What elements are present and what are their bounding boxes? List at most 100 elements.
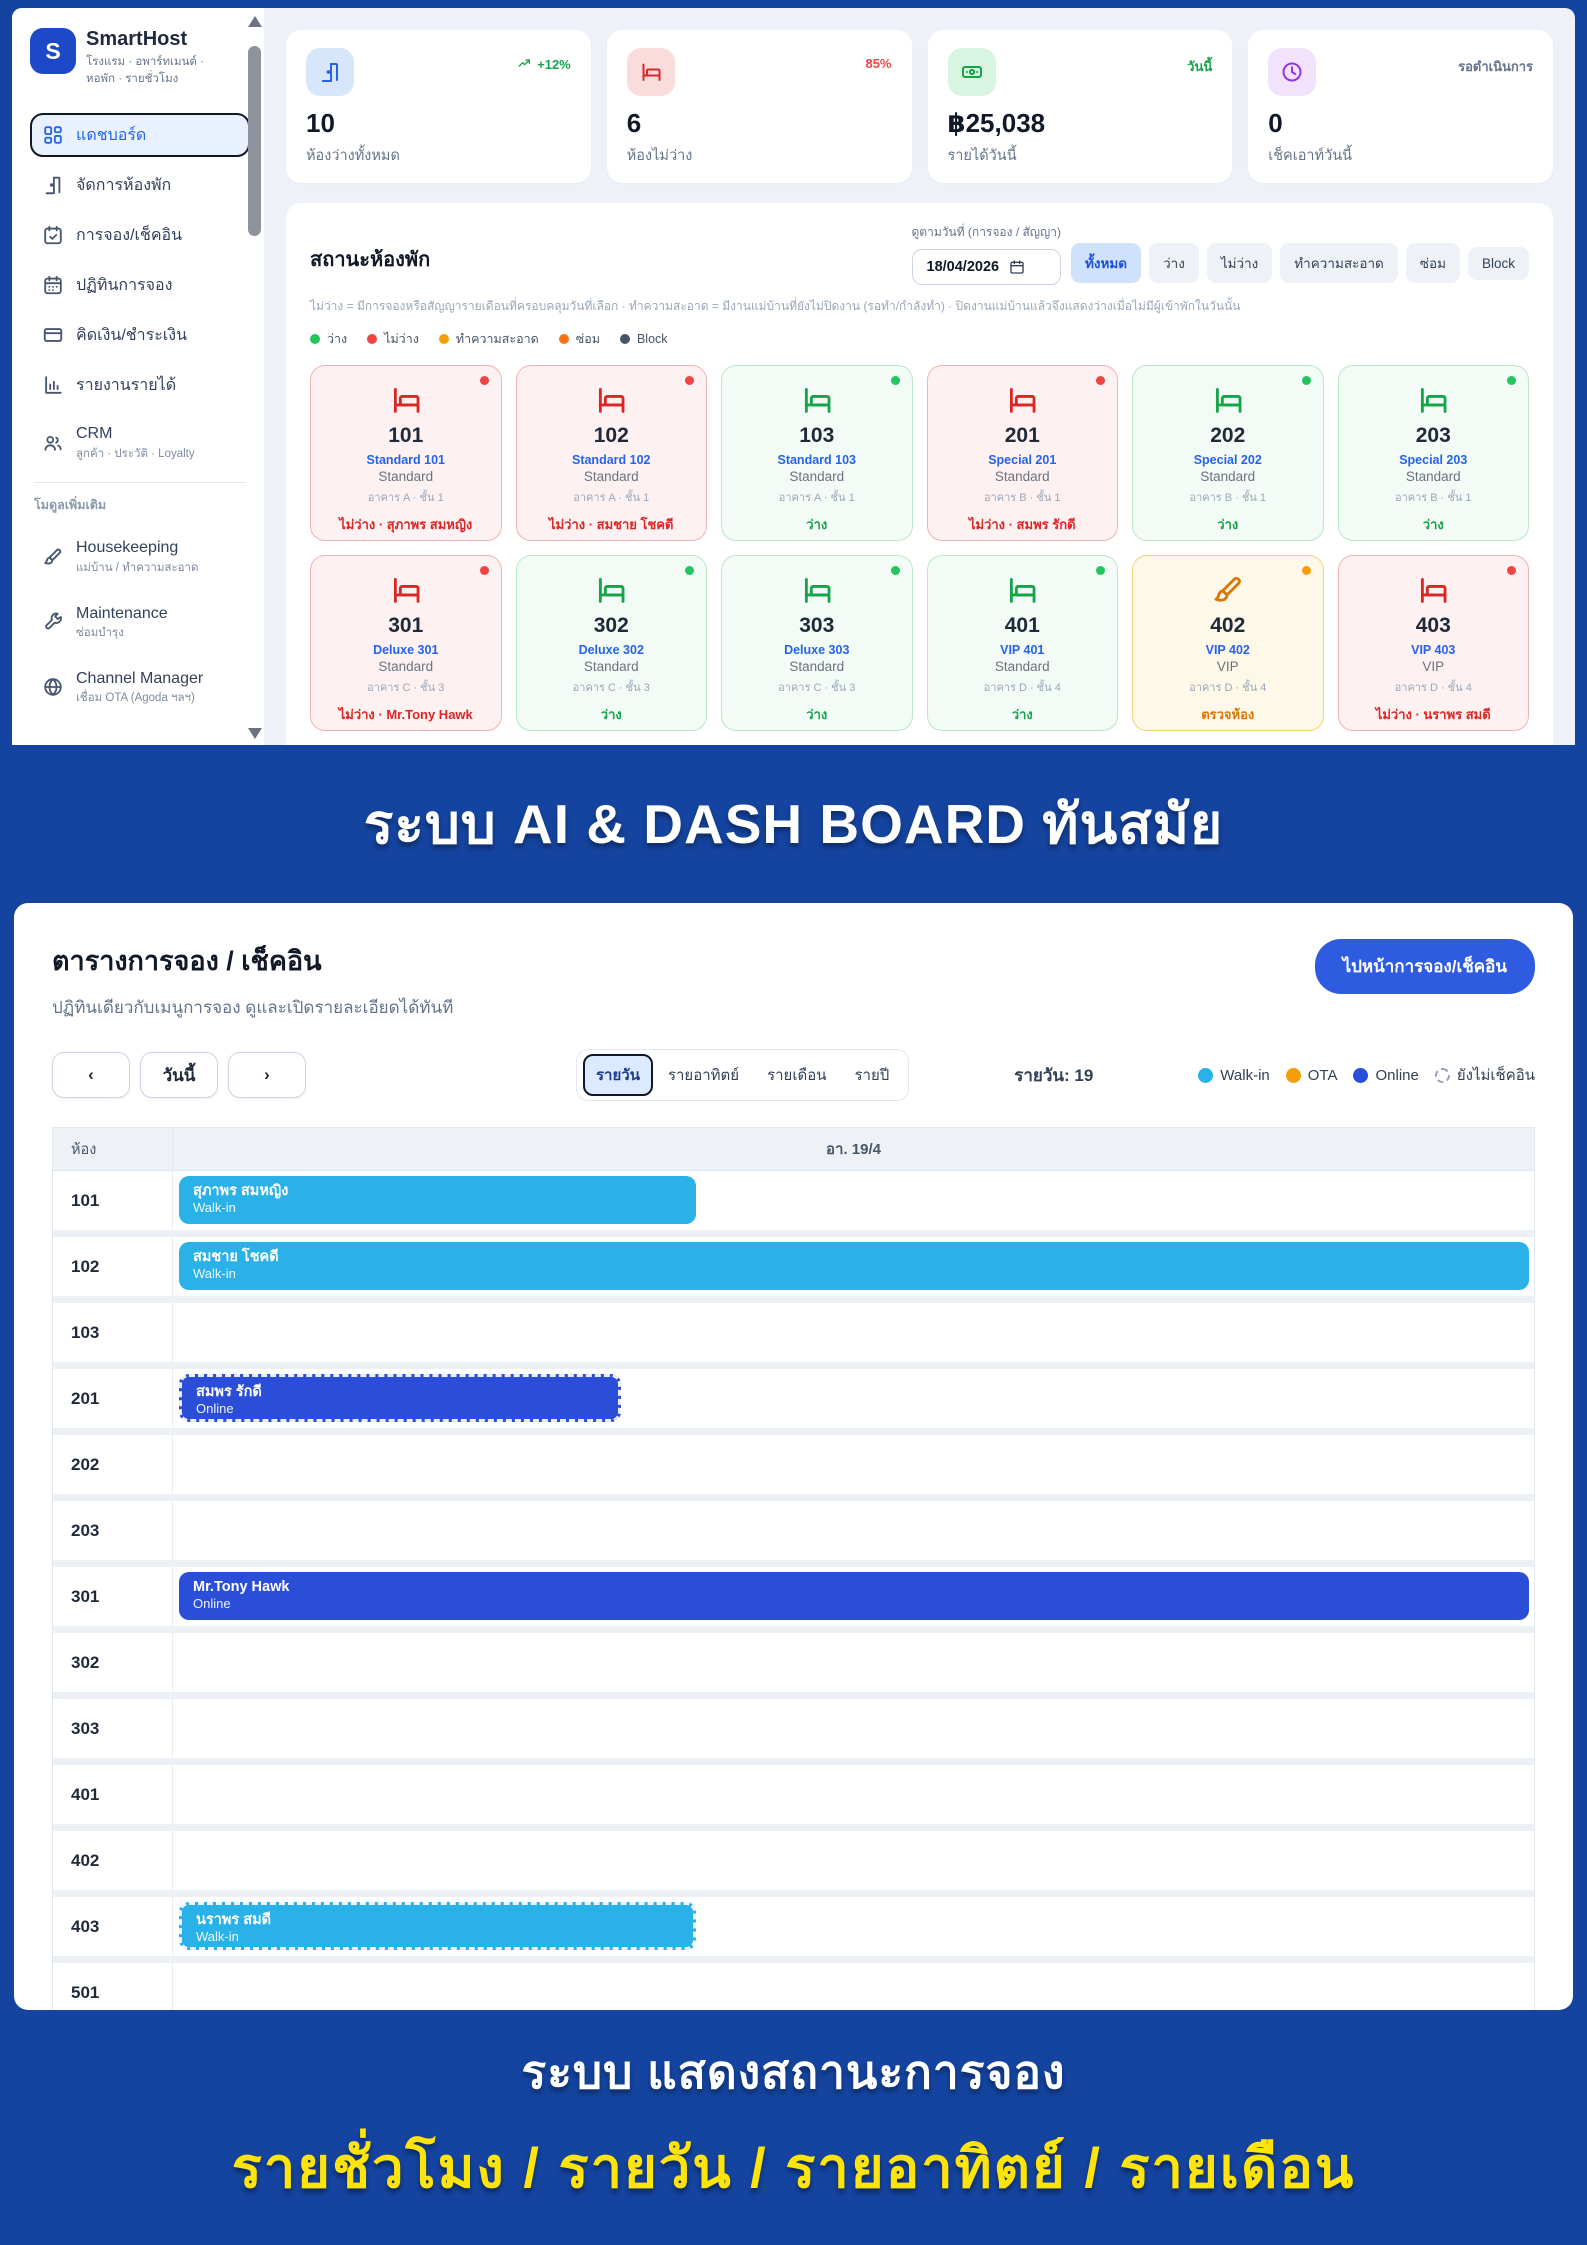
sidebar-item-4[interactable]: คิดเงิน/ชำระเงิน <box>30 313 250 357</box>
room-status-text: ว่าง <box>806 707 828 722</box>
tab-0[interactable]: รายวัน <box>583 1054 653 1096</box>
prev-day-button[interactable]: ‹ <box>52 1052 130 1098</box>
sidebar-item-2[interactable]: การจอง/เช็คอิน <box>30 213 250 257</box>
day-cell[interactable] <box>173 1765 1534 1824</box>
filter-chip-3[interactable]: ทำความสะอาด <box>1280 243 1398 283</box>
room-card-102[interactable]: 102 Standard 102 Standard อาคาร A · ชั้น 1 ไ… <box>515 365 707 541</box>
legend-label: ซ่อม <box>575 332 600 346</box>
day-cell[interactable] <box>173 1303 1534 1362</box>
room-card-301[interactable]: 301 Deluxe 301 Standard อาคาร C · ชั้น 3 ไม่… <box>310 555 502 731</box>
stat-label: รายได้วันนี้ <box>947 148 1017 164</box>
room-status-panel: สถานะห้องพัก ดูตามวันที่ (การจอง / สัญญา… <box>286 203 1553 745</box>
room-name: VIP 401 <box>1000 643 1045 657</box>
goto-booking-button[interactable]: ไปหน้าการจอง/เช็คอิน <box>1314 939 1535 994</box>
sidebar-extra-item-0[interactable]: Housekeeping แม่บ้าน / ทำความสะอาด <box>30 527 250 586</box>
table-row-202: 202 <box>53 1435 1534 1501</box>
room-name: Special 201 <box>988 453 1057 467</box>
room-card-203[interactable]: 203 Special 203 Standard อาคาร B · ชั้น 1 ว่… <box>1337 365 1529 541</box>
date-input[interactable]: 18/04/2026 <box>911 249 1061 285</box>
filter-chip-2[interactable]: ไม่ว่าง <box>1206 243 1273 283</box>
filter-chip-4[interactable]: ซ่อม <box>1405 243 1460 283</box>
stats-row: +12% 10 ห้องว่างทั้งหมด 85% 6 ห้องไม่ว่าง วันน… <box>286 30 1553 183</box>
bar-chart-icon <box>42 374 64 396</box>
calendar-check-icon <box>42 224 64 246</box>
room-status-text: ไม่ว่าง · สมพร รักดี <box>968 517 1076 532</box>
day-cell[interactable] <box>173 1963 1534 2010</box>
day-cell[interactable]: Mr.Tony Hawk Online <box>173 1567 1534 1626</box>
room-status-dot <box>1507 566 1516 575</box>
legend-dot <box>1285 1067 1301 1083</box>
sidebar-item-label: Maintenance <box>76 604 168 622</box>
room-number: 202 <box>1210 424 1246 447</box>
booking-bar-102[interactable]: สมชาย โชคดี Walk-in <box>179 1242 1530 1290</box>
status-legend-item-2: ทำความสะอาด <box>438 329 539 349</box>
day-cell[interactable]: สุภาพร สมหญิง Walk-in <box>173 1171 1534 1230</box>
sidebar-item-1[interactable]: จัดการห้องพัก <box>30 163 250 207</box>
scroll-up-icon[interactable] <box>248 16 262 27</box>
room-card-202[interactable]: 202 Special 202 Standard อาคาร B · ชั้น 1 ว่… <box>1132 365 1324 541</box>
stat-value: 10 <box>306 108 335 138</box>
sidebar-item-0[interactable]: แดชบอร์ด <box>30 113 250 158</box>
room-name: VIP 402 <box>1205 643 1250 657</box>
stat-badge: 85% <box>865 56 891 71</box>
room-number: 403 <box>1415 614 1451 637</box>
app-logo: S <box>30 28 76 74</box>
sidebar-item-3[interactable]: ปฏิทินการจอง <box>30 263 250 307</box>
sidebar-divider <box>34 482 246 484</box>
tab-3[interactable]: รายปี <box>854 1067 890 1084</box>
scrollbar-thumb[interactable] <box>248 46 261 236</box>
status-legend-item-0: ว่าง <box>310 329 347 349</box>
room-card-302[interactable]: 302 Deluxe 302 Standard อาคาร C · ชั้น 3 ว่า… <box>515 555 707 731</box>
today-button[interactable]: วันนี้ <box>140 1052 218 1098</box>
booking-bar-403[interactable]: นราพร สมดี Walk-in <box>179 1902 697 1950</box>
filter-chip-5[interactable]: Block <box>1467 246 1529 280</box>
filter-chip-0[interactable]: ทั้งหมด <box>1071 243 1142 283</box>
room-card-403[interactable]: 403 VIP 403 VIP อาคาร D · ชั้น 4 ไม่ว่าง · น… <box>1337 555 1529 731</box>
stat-value: 0 <box>1268 108 1283 138</box>
room-card-303[interactable]: 303 Deluxe 303 Standard อาคาร C · ชั้น 3 ว่า… <box>721 555 913 731</box>
filter-chip-1[interactable]: ว่าง <box>1149 243 1199 283</box>
sidebar-item-6[interactable]: CRM ลูกค้า · ประวัติ · Loyalty <box>30 413 250 472</box>
room-location: อาคาร B · ชั้น 1 <box>1394 492 1472 504</box>
room-location: อาคาร D · ชั้น 4 <box>1189 682 1267 694</box>
booking-bar-201[interactable]: สมพร รักดี Online <box>179 1374 622 1422</box>
bed-icon <box>319 572 493 608</box>
day-cell[interactable] <box>173 1501 1534 1560</box>
sidebar-scrollbar[interactable] <box>246 16 262 739</box>
day-cell[interactable]: สมชาย โชคดี Walk-in <box>173 1237 1534 1296</box>
day-cell[interactable] <box>173 1831 1534 1890</box>
day-cell[interactable]: นราพร สมดี Walk-in <box>173 1897 1534 1956</box>
room-card-101[interactable]: 101 Standard 101 Standard อาคาร A · ชั้น 1 ไ… <box>310 365 502 541</box>
scroll-down-icon[interactable] <box>248 728 262 739</box>
top-banner: ระบบ AI & DASH BOARD ทันสมัย <box>0 745 1587 903</box>
room-label: 403 <box>53 1897 173 1956</box>
booking-grid-table: ห้อง อา. 19/4 101 สุภาพร สมหญิง Walk-in 102… <box>52 1127 1535 2010</box>
sidebar-item-label: จัดการห้องพัก <box>76 176 172 194</box>
sidebar-item-5[interactable]: รายงานรายได้ <box>30 363 250 407</box>
day-cell[interactable]: สมพร รักดี Online <box>173 1369 1534 1428</box>
room-location: อาคาร D · ชั้น 4 <box>1394 682 1472 694</box>
tab-2[interactable]: รายเดือน <box>767 1067 827 1084</box>
day-cell[interactable] <box>173 1699 1534 1758</box>
banknote-icon <box>947 48 996 96</box>
room-card-402[interactable]: 402 VIP 402 VIP อาคาร D · ชั้น 4 ตรวจห้อง <box>1132 555 1324 731</box>
bed-icon <box>1347 382 1521 418</box>
sidebar-extra-item-1[interactable]: Maintenance ซ่อมบำรุง <box>30 593 250 652</box>
day-cell[interactable] <box>173 1435 1534 1494</box>
room-card-201[interactable]: 201 Special 201 Standard อาคาร B · ชั้น 1 ไม… <box>926 365 1118 541</box>
day-cell[interactable] <box>173 1633 1534 1692</box>
room-number: 203 <box>1415 424 1451 447</box>
booking-bar-101[interactable]: สุภาพร สมหญิง Walk-in <box>179 1176 697 1224</box>
sidebar-item-text: Housekeeping แม่บ้าน / ทำความสะอาด <box>76 538 198 575</box>
room-card-103[interactable]: 103 Standard 103 Standard อาคาร A · ชั้น 1 ว… <box>721 365 913 541</box>
date-filter-label: ดูตามวันที่ (การจอง / สัญญา) <box>911 225 1061 239</box>
next-day-button[interactable]: › <box>228 1052 306 1098</box>
room-card-401[interactable]: 401 VIP 401 Standard อาคาร D · ชั้น 4 ว่าง <box>926 555 1118 731</box>
room-status-dot <box>685 376 694 385</box>
status-legend-item-1: ไม่ว่าง <box>367 329 419 349</box>
bed-icon <box>730 572 904 608</box>
stat-badge-text: รอดำเนินการ <box>1458 59 1533 74</box>
booking-bar-301[interactable]: Mr.Tony Hawk Online <box>179 1572 1530 1620</box>
tab-1[interactable]: รายอาทิตย์ <box>667 1067 740 1084</box>
sidebar-extra-item-2[interactable]: Channel Manager เชื่อม OTA (Agoda ฯลฯ) <box>30 658 250 717</box>
